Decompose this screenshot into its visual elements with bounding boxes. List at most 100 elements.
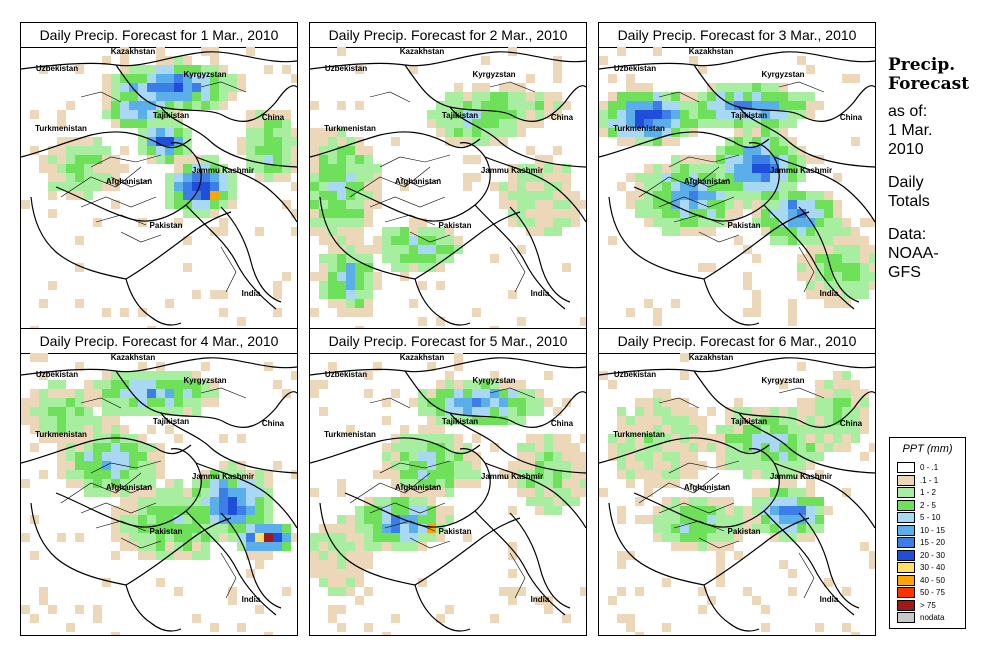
precip-cell bbox=[111, 407, 120, 416]
precip-cell bbox=[436, 245, 445, 254]
precip-cell bbox=[644, 200, 653, 209]
precip-cell bbox=[400, 452, 409, 461]
precip-cell bbox=[553, 65, 562, 74]
precip-cell bbox=[174, 515, 183, 524]
precip-cell bbox=[174, 83, 183, 92]
precip-cell bbox=[409, 299, 418, 308]
precip-cell bbox=[30, 551, 39, 560]
precip-cell bbox=[770, 92, 779, 101]
precip-cell bbox=[337, 236, 346, 245]
precip-cell bbox=[472, 452, 481, 461]
province-boundary bbox=[379, 460, 451, 474]
precip-cell bbox=[779, 380, 788, 389]
precip-cell bbox=[165, 515, 174, 524]
precip-cell bbox=[517, 443, 526, 452]
precip-cell bbox=[75, 416, 84, 425]
precip-cell bbox=[445, 236, 454, 245]
precip-cell bbox=[445, 434, 454, 443]
precip-cell bbox=[544, 470, 553, 479]
precip-cell bbox=[192, 551, 201, 560]
precip-cell bbox=[571, 497, 580, 506]
precip-cell bbox=[689, 155, 698, 164]
precip-cell bbox=[210, 101, 219, 110]
precip-cell bbox=[201, 479, 210, 488]
precip-cell bbox=[779, 218, 788, 227]
precip-cell bbox=[535, 200, 544, 209]
precip-cell bbox=[752, 128, 761, 137]
precip-cell bbox=[93, 614, 102, 623]
precip-cell bbox=[535, 506, 544, 515]
precip-cell bbox=[869, 443, 875, 452]
precip-cell bbox=[770, 200, 779, 209]
precip-cell bbox=[337, 569, 346, 578]
precip-cell bbox=[156, 524, 165, 533]
precip-cell bbox=[454, 119, 463, 128]
precip-cell bbox=[680, 119, 689, 128]
province-boundary bbox=[673, 520, 725, 532]
precip-cell bbox=[824, 380, 833, 389]
precip-cell bbox=[418, 470, 427, 479]
precip-cell bbox=[346, 515, 355, 524]
precip-cell bbox=[382, 443, 391, 452]
precip-cell bbox=[671, 434, 680, 443]
precip-cell bbox=[273, 533, 282, 542]
precip-cell bbox=[806, 398, 815, 407]
precip-cell bbox=[319, 569, 328, 578]
precip-cell bbox=[427, 362, 436, 371]
precip-cell bbox=[725, 443, 734, 452]
precip-cell bbox=[653, 533, 662, 542]
province-boundary bbox=[384, 214, 436, 226]
precip-cell bbox=[427, 245, 436, 254]
precip-map: KazakhstanUzbekistanKyrgyzstanTajikistan… bbox=[599, 47, 875, 326]
precip-cell bbox=[282, 533, 291, 542]
precip-cell bbox=[75, 362, 84, 371]
precip-cell bbox=[698, 110, 707, 119]
precip-cell bbox=[418, 443, 427, 452]
precip-cell bbox=[138, 74, 147, 83]
precip-cell bbox=[237, 506, 246, 515]
precip-cell bbox=[662, 497, 671, 506]
precip-cell bbox=[219, 191, 228, 200]
precip-cell bbox=[725, 191, 734, 200]
precip-cell bbox=[201, 515, 210, 524]
precip-cell bbox=[391, 479, 400, 488]
precip-cell bbox=[851, 245, 860, 254]
precip-cell bbox=[535, 398, 544, 407]
precip-cell bbox=[671, 200, 680, 209]
precip-cell bbox=[734, 155, 743, 164]
precip-cell bbox=[102, 470, 111, 479]
precip-cell bbox=[698, 182, 707, 191]
precip-cell bbox=[282, 272, 291, 281]
precip-cell bbox=[310, 227, 319, 236]
precip-cell bbox=[355, 191, 364, 200]
precip-cell bbox=[129, 389, 138, 398]
country-border bbox=[160, 412, 297, 474]
precip-cell bbox=[310, 191, 319, 200]
precip-cell bbox=[635, 101, 644, 110]
precip-cell bbox=[779, 182, 788, 191]
country-border bbox=[599, 357, 875, 376]
precip-cell bbox=[562, 398, 571, 407]
sidebar-title-line1: Precip. bbox=[888, 55, 956, 75]
country-border bbox=[763, 204, 855, 310]
precip-cell bbox=[761, 209, 770, 218]
province-boundary bbox=[80, 196, 157, 208]
precip-cell bbox=[788, 470, 797, 479]
precip-cell bbox=[75, 452, 84, 461]
precip-cell bbox=[111, 101, 120, 110]
precip-cell bbox=[734, 443, 743, 452]
country-border bbox=[55, 448, 202, 528]
panel-title: Daily Precip. Forecast for 6 Mar., 2010 bbox=[599, 329, 875, 354]
precip-cell bbox=[355, 254, 364, 263]
precip-cell bbox=[517, 479, 526, 488]
precip-cell bbox=[472, 83, 481, 92]
precip-cell bbox=[842, 74, 851, 83]
precip-cell bbox=[255, 533, 264, 542]
precip-cell bbox=[671, 407, 680, 416]
precip-cell bbox=[427, 407, 436, 416]
precip-cell bbox=[355, 578, 364, 587]
precip-cell bbox=[815, 497, 824, 506]
precip-cell bbox=[553, 443, 562, 452]
precip-cell bbox=[725, 173, 734, 182]
precip-cell bbox=[30, 416, 39, 425]
